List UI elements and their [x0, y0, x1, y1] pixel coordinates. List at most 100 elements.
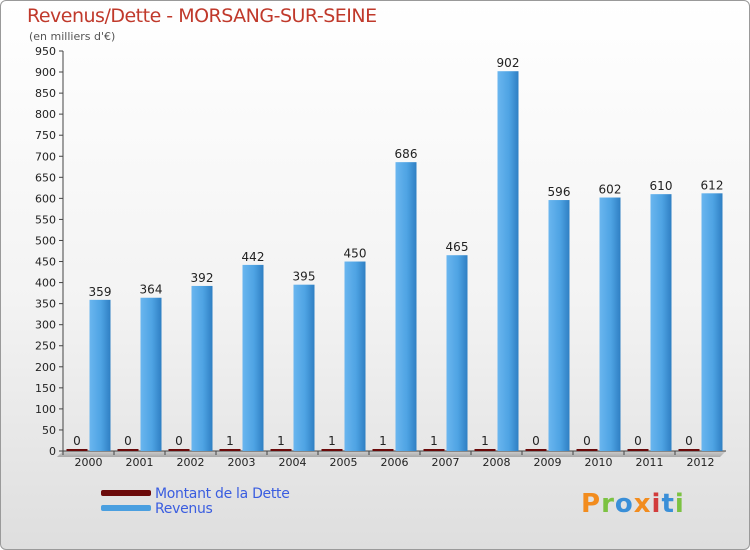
- data-label-revenus: 610: [650, 179, 673, 193]
- legend-label-dette: Montant de la Dette: [155, 486, 290, 502]
- bar-dette: [525, 449, 547, 451]
- data-label-dette: 0: [124, 434, 132, 448]
- y-tick-label: 50: [42, 424, 56, 437]
- logo-letter: r: [601, 489, 615, 519]
- y-tick-label: 0: [49, 445, 56, 458]
- x-tick-label: 2010: [585, 456, 613, 469]
- data-label-revenus: 465: [446, 240, 469, 254]
- data-label-dette: 1: [226, 434, 234, 448]
- logo-letter: t: [661, 489, 675, 519]
- x-tick-label: 2008: [483, 456, 511, 469]
- bar-dette: [270, 449, 292, 451]
- data-label-dette: 0: [175, 434, 183, 448]
- bar-dette: [219, 449, 241, 451]
- data-label-revenus: 359: [89, 285, 112, 299]
- legend-label-revenus: Revenus: [155, 501, 213, 517]
- legend-swatch-revenus: [101, 505, 151, 511]
- logo-letter: i: [651, 489, 662, 519]
- y-tick-label: 150: [35, 382, 56, 395]
- data-label-revenus: 902: [497, 56, 520, 70]
- chart-title: Revenus/Dette - MORSANG-SUR-SEINE: [27, 5, 377, 27]
- bar-revenus: [344, 261, 366, 451]
- bar-dette: [627, 449, 649, 451]
- data-label-dette: 0: [583, 434, 591, 448]
- logo-letter: o: [614, 489, 634, 519]
- data-label-dette: 0: [685, 434, 693, 448]
- bar-revenus: [191, 285, 213, 451]
- data-label-revenus: 602: [599, 183, 622, 197]
- data-label-dette: 1: [481, 434, 489, 448]
- logo-letter: i: [674, 489, 685, 519]
- bar-revenus: [701, 193, 723, 451]
- bar-revenus: [89, 299, 111, 451]
- data-label-revenus: 596: [548, 185, 571, 199]
- x-tick-label: 2005: [330, 456, 358, 469]
- data-label-dette: 1: [430, 434, 438, 448]
- data-label-dette: 0: [532, 434, 540, 448]
- data-label-revenus: 450: [344, 247, 367, 261]
- bar-revenus: [140, 297, 162, 451]
- data-label-dette: 0: [73, 434, 81, 448]
- logo-letter: P: [581, 489, 602, 519]
- x-tick-label: 2012: [687, 456, 715, 469]
- y-tick-label: 650: [35, 171, 56, 184]
- proxiti-logo: Proxiti: [581, 489, 685, 519]
- bar-revenus: [242, 264, 264, 451]
- bar-dette: [423, 449, 445, 451]
- y-tick-label: 300: [35, 319, 56, 332]
- y-tick-label: 750: [35, 129, 56, 142]
- bar-dette: [117, 449, 139, 451]
- data-label-dette: 0: [634, 434, 642, 448]
- x-tick-label: 2007: [432, 456, 460, 469]
- bar-dette: [576, 449, 598, 451]
- bar-dette: [321, 449, 343, 451]
- legend-swatch-dette: [101, 490, 151, 496]
- y-tick-label: 400: [35, 277, 56, 290]
- x-tick-label: 2011: [636, 456, 664, 469]
- y-tick-label: 250: [35, 340, 56, 353]
- data-label-revenus: 392: [191, 271, 214, 285]
- logo-letter: x: [633, 489, 652, 519]
- bar-revenus: [395, 162, 417, 451]
- y-tick-label: 100: [35, 403, 56, 416]
- bar-revenus: [599, 197, 621, 451]
- bar-revenus: [497, 71, 519, 452]
- x-tick-label: 2003: [228, 456, 256, 469]
- y-tick-label: 550: [35, 213, 56, 226]
- y-tick-label: 950: [35, 45, 56, 58]
- y-tick-label: 500: [35, 234, 56, 247]
- y-tick-label: 600: [35, 192, 56, 205]
- y-tick-label: 900: [35, 66, 56, 79]
- data-label-revenus: 442: [242, 250, 265, 264]
- y-tick-label: 350: [35, 298, 56, 311]
- y-tick-label: 200: [35, 361, 56, 374]
- data-label-revenus: 612: [701, 178, 724, 192]
- y-tick-label: 450: [35, 256, 56, 269]
- bar-revenus: [650, 194, 672, 451]
- y-tick-label: 800: [35, 108, 56, 121]
- x-tick-label: 2006: [381, 456, 409, 469]
- bar-dette: [168, 449, 190, 451]
- x-tick-label: 2004: [279, 456, 307, 469]
- bar-dette: [66, 449, 88, 451]
- data-label-dette: 1: [379, 434, 387, 448]
- bar-dette: [474, 449, 496, 451]
- x-tick-label: 2001: [126, 456, 154, 469]
- data-label-revenus: 364: [140, 283, 163, 297]
- y-tick-label: 700: [35, 150, 56, 163]
- x-tick-label: 2009: [534, 456, 562, 469]
- y-tick-label: 850: [35, 87, 56, 100]
- data-label-revenus: 395: [293, 270, 316, 284]
- plot-floor: [57, 451, 726, 457]
- data-label-dette: 1: [328, 434, 336, 448]
- bar-dette: [372, 449, 394, 451]
- x-tick-label: 2000: [75, 456, 103, 469]
- bar-revenus: [446, 255, 468, 451]
- bar-dette: [678, 449, 700, 451]
- chart-subtitle: (en milliers d'€): [29, 30, 116, 43]
- bar-revenus: [293, 284, 315, 451]
- data-label-revenus: 686: [395, 147, 418, 161]
- bar-revenus: [548, 200, 570, 451]
